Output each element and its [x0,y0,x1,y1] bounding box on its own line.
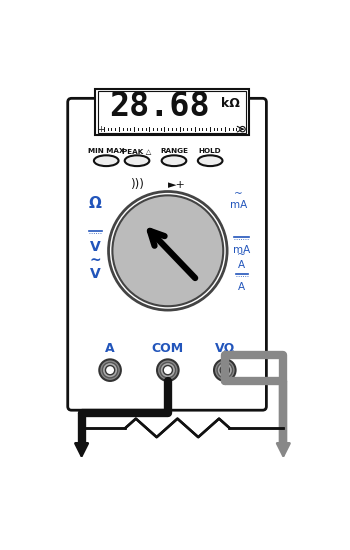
Text: 28.68: 28.68 [109,90,210,123]
Text: kΩ: kΩ [221,97,240,111]
Text: A: A [105,342,115,355]
Text: ►+: ►+ [168,180,186,190]
Ellipse shape [94,155,119,166]
Circle shape [157,359,178,381]
Text: PEAK △: PEAK △ [122,148,152,153]
Text: V: V [90,240,101,254]
Text: MIN MAX: MIN MAX [88,148,125,153]
Bar [94,89,248,135]
Text: COM: COM [152,342,184,355]
FancyBboxPatch shape [68,98,266,410]
Text: ~
mA: ~ mA [230,189,247,210]
Circle shape [99,359,121,381]
Text: VΩ: VΩ [215,342,235,355]
Text: ~
A: ~ A [237,250,246,271]
Text: ~
V: ~ V [90,254,101,281]
Bar [98,91,246,133]
Ellipse shape [125,155,149,166]
Circle shape [102,362,118,378]
Ellipse shape [198,155,223,166]
Circle shape [220,366,230,375]
Circle shape [163,366,173,375]
Text: ))): ))) [130,178,144,191]
Text: mA: mA [233,245,250,255]
Circle shape [112,195,223,306]
Text: +: + [97,125,104,134]
Ellipse shape [162,155,186,166]
Circle shape [108,191,227,310]
Text: Ω: Ω [89,196,102,211]
Circle shape [105,366,115,375]
Text: HOLD: HOLD [199,148,222,153]
Circle shape [240,126,245,132]
Circle shape [214,359,236,381]
Circle shape [160,362,175,378]
Text: RANGE: RANGE [160,148,188,153]
Circle shape [217,362,232,378]
Text: A: A [238,282,245,292]
